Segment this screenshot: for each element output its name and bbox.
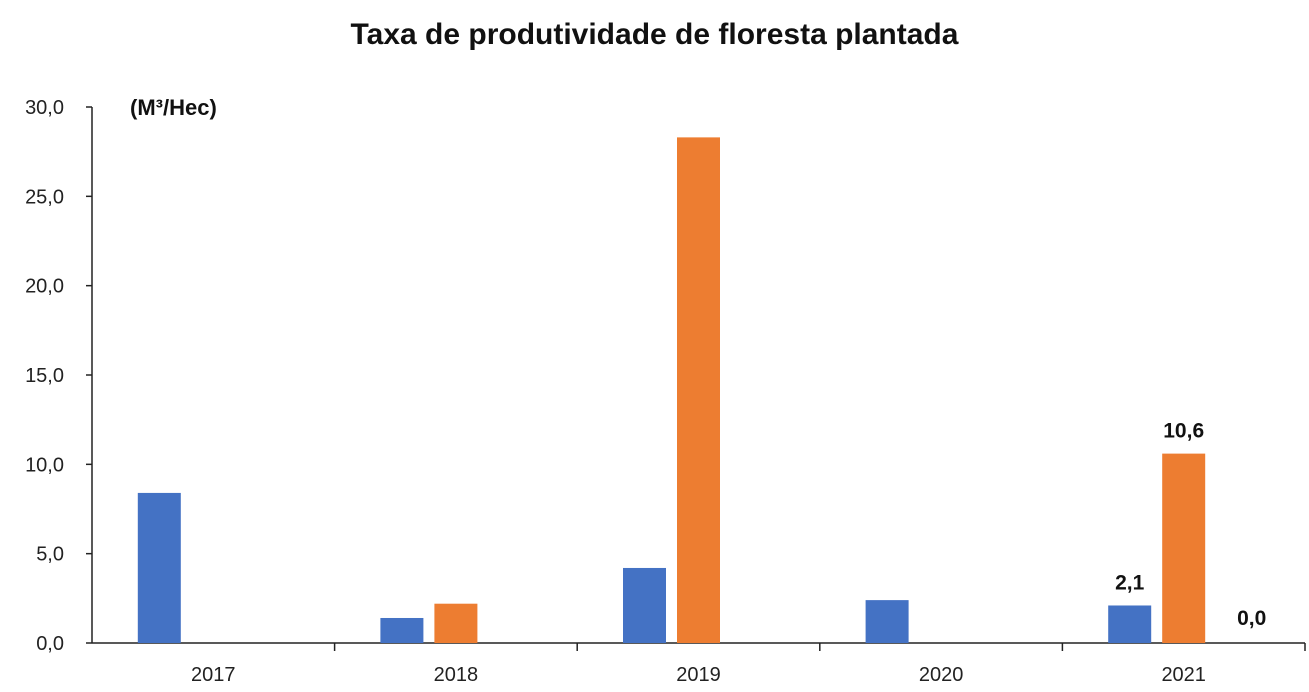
- y-tick-label: 0,0: [36, 633, 64, 655]
- data-label: 0,0: [1237, 607, 1266, 630]
- x-tick-label: 2020: [919, 664, 964, 686]
- bar-2018-series-2: [434, 603, 478, 643]
- x-tick-label: 2018: [434, 664, 479, 686]
- x-axis: 2017 2018 2019 2020 2021: [92, 642, 1306, 686]
- x-tick-label: 2017: [191, 664, 236, 686]
- bar-2021-series-2: [1162, 453, 1206, 643]
- chart-title: Taxa de produtividade de floresta planta…: [350, 18, 959, 51]
- x-tick-label: 2019: [676, 664, 721, 686]
- y-tick-label: 25,0: [25, 186, 64, 208]
- y-axis: 0,0 5,0 10,0 15,0 20,0 25,0 30,0: [25, 97, 93, 655]
- y-tick-label: 10,0: [25, 454, 64, 476]
- bar-2020-series-1: [865, 600, 909, 643]
- bar-2021-series-1: [1108, 605, 1152, 643]
- bars: [137, 137, 1206, 643]
- y-tick-label: 30,0: [25, 97, 64, 119]
- y-tick-label: 5,0: [36, 544, 64, 566]
- x-tick-label: 2021: [1161, 664, 1206, 686]
- bar-2019-series-2: [677, 137, 720, 643]
- data-label: 2,1: [1115, 571, 1145, 594]
- bar-2018-series-1: [380, 617, 424, 643]
- data-label: 10,6: [1163, 420, 1204, 443]
- y-tick-label: 20,0: [25, 276, 64, 298]
- bar-2019-series-1: [623, 567, 666, 643]
- bar-2017-series-1: [137, 492, 181, 643]
- data-labels: 2,1 10,6 0,0: [1115, 420, 1266, 630]
- y-tick-label: 15,0: [25, 365, 64, 387]
- unit-label: (M³/Hec): [130, 95, 217, 120]
